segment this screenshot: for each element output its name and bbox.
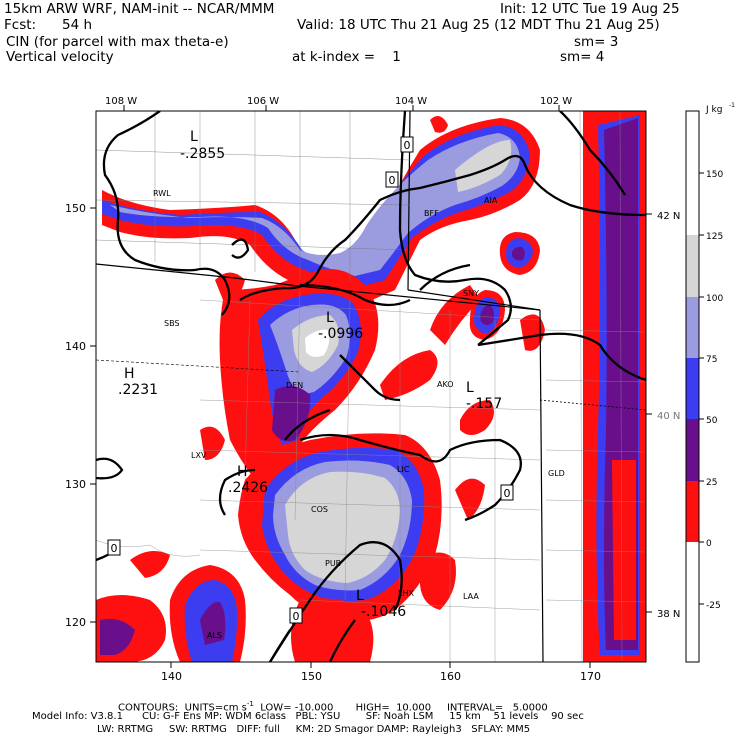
station-aia: AIA <box>484 196 498 205</box>
colorbar-unit: J kg <box>705 105 722 115</box>
lat-40 <box>539 399 646 411</box>
model-info-radiation: LW: RRTMG SW: RRTMG DIFF: full KM: 2D Sm… <box>97 724 531 735</box>
wy-co-border <box>96 263 541 311</box>
contours-units: CONTOURS: UNITS=cm s <box>118 702 247 714</box>
colorbar-tick-100: 100 <box>706 294 723 304</box>
colorbar-lt0 <box>686 542 699 662</box>
lon-label-108w: 108 W <box>105 96 137 107</box>
colorbar-75-100 <box>686 297 699 358</box>
valid-time: Valid: 18 UTC Thu 21 Aug 25 (12 MDT Thu … <box>297 17 660 33</box>
zero-label: 0 <box>293 610 300 623</box>
station-laa: LAA <box>463 592 479 601</box>
colorbar-25-50 <box>686 419 699 481</box>
colorbar-tick-75: 75 <box>706 355 717 365</box>
high-center-value: .2231 <box>118 382 158 398</box>
k-index-label: at k-index = 1 <box>292 49 401 65</box>
x-label-140: 140 <box>161 670 182 683</box>
station-bff: BFF <box>424 209 439 218</box>
colorbar-tick-25: 25 <box>706 478 717 488</box>
colorbar-gt125 <box>686 111 699 235</box>
y-label-150: 150 <box>65 202 86 215</box>
low-center-value: -.157 <box>466 396 502 412</box>
model-info: Model Info: V3.8.1 CU: G-F Ens MP: WDM 6… <box>32 711 584 722</box>
station-lxv: LXV <box>191 451 207 460</box>
y-label-120: 120 <box>65 616 86 629</box>
station-pub: PUB <box>325 559 341 568</box>
x-label-160: 160 <box>440 670 461 683</box>
field-vv-label: Vertical velocity <box>6 49 114 65</box>
zero-label: 0 <box>389 174 396 187</box>
contours-range: LOW= -10.000 HIGH= 10.000 INTERVAL= 5.00… <box>253 702 548 714</box>
x-label-150: 150 <box>301 670 322 683</box>
geography-layer <box>96 111 646 662</box>
cin-smoothing: sm= 3 <box>574 34 619 50</box>
model-title: 15km ARW WRF, NAM-init -- NCAR/MMM <box>4 1 275 17</box>
colorbar-frame <box>685 110 700 663</box>
station-lhx: LHX <box>398 589 414 598</box>
lon-label-102w: 102 W <box>540 96 572 107</box>
zero-label: 0 <box>404 139 411 152</box>
forecast-hour: 54 h <box>62 17 93 33</box>
station-rwl: RWL <box>153 189 171 198</box>
colorbar-tick-0: 0 <box>706 539 712 549</box>
zero-label: 0 <box>504 487 511 500</box>
lat-grid <box>96 359 301 373</box>
colorbar: J kg -1 150 125 100 75 50 25 0 -25 <box>685 102 735 663</box>
y-label-140: 140 <box>65 340 86 353</box>
lat-label-40n: 40 N <box>657 411 680 422</box>
x-label-170: 170 <box>580 670 601 683</box>
colorbar-tick-150: 150 <box>706 170 723 180</box>
low-center-value: -.0996 <box>318 326 363 342</box>
high-center-symbol: H <box>237 464 248 480</box>
lon-label-104w: 104 W <box>395 96 427 107</box>
plot-frame <box>95 110 647 663</box>
low-center-symbol: L <box>466 380 474 396</box>
station-cos: COS <box>311 505 328 514</box>
high-center-symbol: H <box>124 366 135 382</box>
station-gld: GLD <box>548 469 565 478</box>
init-time: Init: 12 UTC Tue 19 Aug 25 <box>500 1 680 17</box>
zero-contour-labels: 0 0 0 0 0 <box>107 136 514 624</box>
station-den: DEN <box>286 381 303 390</box>
station-lic: LIC <box>397 465 410 474</box>
axis-ticks <box>90 105 652 668</box>
station-labels: RWL BFF AIA SNY SBS AKO LXV LIC GLD COS … <box>153 189 565 640</box>
zero-label: 0 <box>111 542 118 555</box>
co-ne-border <box>407 289 541 311</box>
low-center-symbol: L <box>190 129 198 145</box>
forecast-label: Fcst: <box>4 17 37 33</box>
colorbar-0-25 <box>686 481 699 542</box>
field-cin-label: CIN (for parcel with max theta-e) <box>6 34 229 50</box>
lon-label-106w: 106 W <box>247 96 279 107</box>
colorbar-tick-125: 125 <box>706 232 723 242</box>
colorbar-tick-neg25: -25 <box>706 601 721 611</box>
station-sbs: SBS <box>164 319 180 328</box>
extrema-labels: L -.2855 L -.0996 H .2231 L -.157 H .242… <box>118 129 502 620</box>
station-als: ALS <box>207 631 222 640</box>
cin-fill-layer <box>96 111 646 662</box>
low-center-symbol: L <box>356 588 364 604</box>
lat-label-42n: 42 N <box>657 211 680 222</box>
colorbar-unit-exponent: -1 <box>729 102 735 109</box>
vv-smoothing: sm= 4 <box>560 49 605 65</box>
low-center-value: -.2855 <box>180 146 225 162</box>
colorbar-100-125 <box>686 235 699 297</box>
lat-label-38n: 38 N <box>657 609 680 620</box>
colorbar-50-75 <box>686 358 699 419</box>
colorbar-tick-50: 50 <box>706 416 718 426</box>
low-center-symbol: L <box>326 310 334 326</box>
co-ks-border <box>539 309 544 662</box>
y-label-130: 130 <box>65 478 86 491</box>
station-sny: SNY <box>463 289 479 298</box>
station-ako: AKO <box>437 380 454 389</box>
contours-info: CONTOURS: UNITS=cm s-1 LOW= -10.000 HIGH… <box>118 698 548 714</box>
contours-units-exponent: -1 <box>246 700 254 708</box>
high-center-value: .2426 <box>228 480 268 496</box>
low-center-value: -.1046 <box>361 604 406 620</box>
